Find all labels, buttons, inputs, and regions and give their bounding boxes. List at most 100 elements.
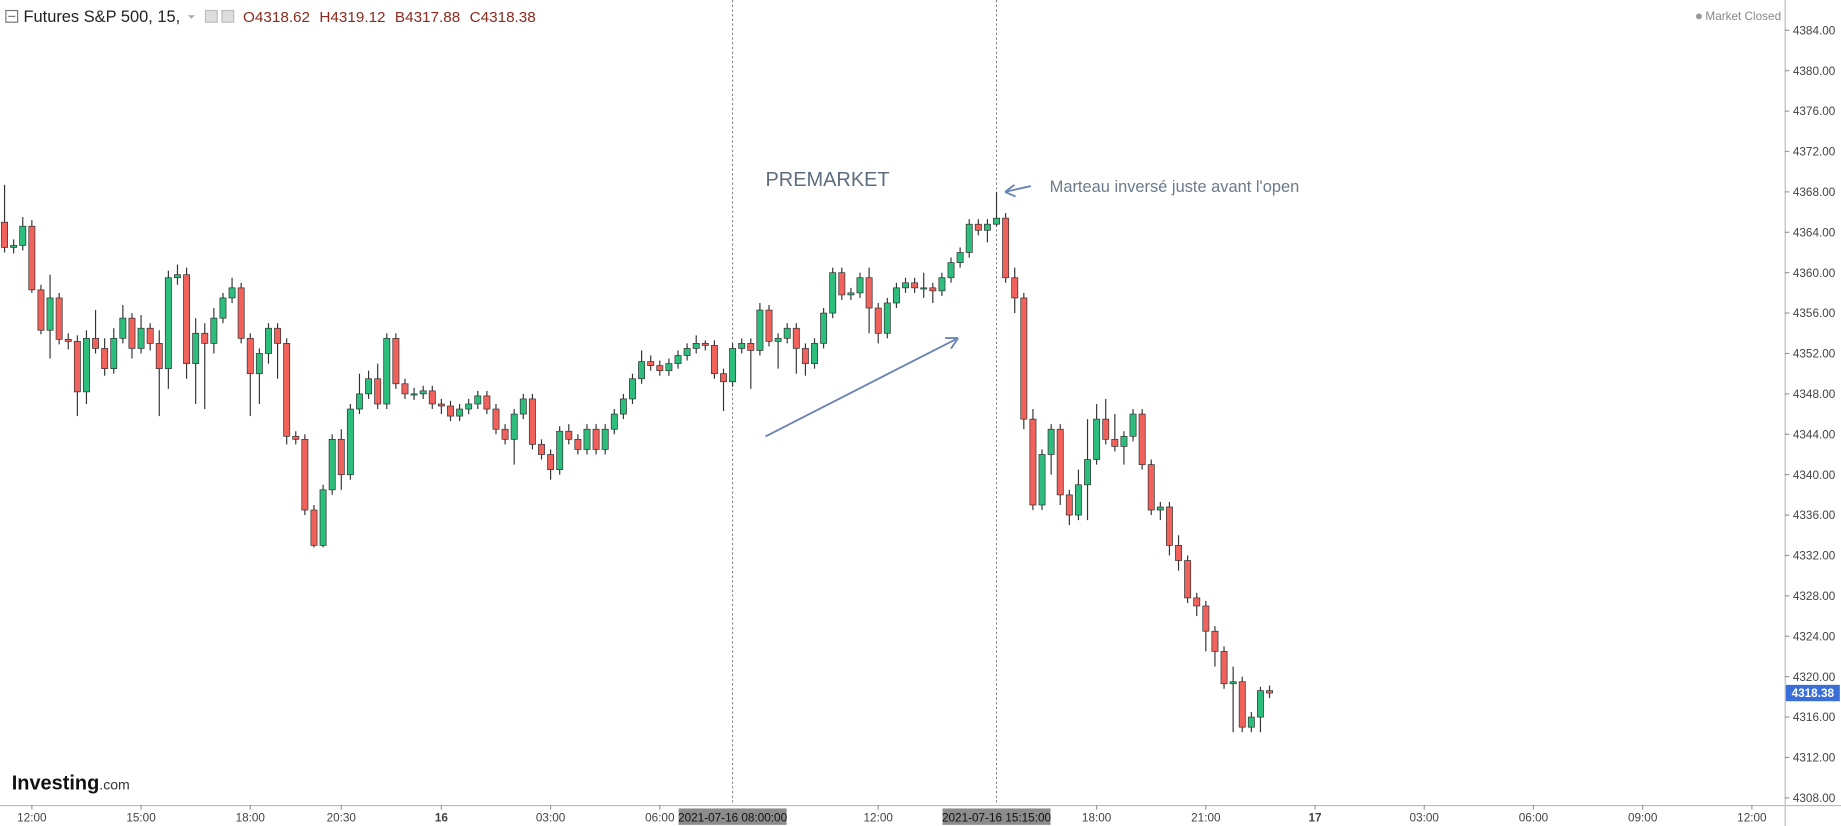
- candle-body: [383, 337, 391, 405]
- candle-body: [738, 343, 746, 349]
- x-tick-label: 20:30: [327, 811, 357, 824]
- candle-body: [1111, 438, 1119, 447]
- y-tick-label: 4316.00: [1793, 711, 1836, 724]
- ohlc-value: 4318.38: [481, 9, 536, 26]
- candle-body: [883, 302, 891, 334]
- candle-body: [974, 223, 982, 231]
- candle-body: [301, 438, 309, 511]
- candle-body: [164, 277, 172, 369]
- logo-name: Investing: [12, 773, 100, 795]
- x-tick-label: 12:00: [1737, 811, 1767, 824]
- ohlc-value: 4319.12: [330, 9, 385, 26]
- y-tick-label: 4368.00: [1793, 186, 1836, 199]
- y-tick-label: 4320.00: [1793, 671, 1836, 684]
- y-tick-label: 4356.00: [1793, 307, 1836, 320]
- candle-body: [283, 343, 291, 437]
- candle-body: [574, 438, 582, 450]
- candle-body: [346, 408, 354, 476]
- candle-body: [1020, 297, 1028, 420]
- candle-body: [1184, 560, 1192, 599]
- candle-body: [1047, 428, 1055, 455]
- candle-body: [674, 355, 682, 364]
- x-tick-label: 12:00: [864, 811, 894, 824]
- annotation-arrow-head: [1004, 184, 1016, 198]
- marker-label-bg: [942, 808, 1051, 825]
- candle-body: [656, 365, 664, 372]
- y-tick-label: 4352.00: [1793, 348, 1836, 361]
- candle-body: [1175, 545, 1182, 561]
- candle-body: [192, 332, 200, 364]
- close-icon[interactable]: [221, 9, 235, 23]
- candle-body: [201, 332, 209, 344]
- candle-body: [1256, 690, 1264, 718]
- y-tick-label: 4380.00: [1793, 65, 1836, 78]
- status-dot: [1695, 13, 1702, 20]
- candle-body: [174, 274, 181, 279]
- candle-body: [692, 343, 700, 349]
- candle-body: [1129, 413, 1137, 437]
- candle-body: [210, 317, 218, 344]
- logo: Investing.com: [12, 773, 130, 795]
- y-tick-label: 4348.00: [1793, 388, 1836, 401]
- candle-body: [365, 378, 373, 395]
- x-tick-label: 15:00: [126, 811, 156, 824]
- candle-body: [1229, 681, 1237, 685]
- candle-body: [228, 287, 236, 299]
- candle-body: [110, 337, 118, 369]
- y-tick-label: 4328.00: [1793, 590, 1836, 603]
- candle-body: [556, 430, 564, 470]
- candle-body: [710, 345, 718, 375]
- candle-body: [601, 428, 609, 450]
- candle-body: [865, 277, 873, 309]
- candle-body: [1120, 435, 1128, 447]
- dropdown-icon[interactable]: [187, 15, 195, 19]
- candle-body: [1247, 716, 1255, 728]
- candle-body: [92, 337, 100, 349]
- ohlc-readout: O4318.62 H4319.12 B4317.88 C4318.38: [243, 9, 536, 26]
- logo-suffix: .com: [99, 777, 130, 793]
- candle-body: [101, 348, 109, 369]
- collapse-icon[interactable]: [5, 9, 19, 23]
- candle-body: [119, 317, 127, 339]
- candle-body: [1211, 630, 1219, 652]
- candle-body: [629, 378, 636, 400]
- x-tick-label: 09:00: [1628, 811, 1658, 824]
- candle-body: [219, 297, 227, 319]
- candle-body: [747, 343, 755, 351]
- candle-body: [1093, 418, 1101, 460]
- candle-body: [1138, 413, 1146, 465]
- candle-body: [929, 287, 937, 292]
- candle-body: [519, 398, 527, 415]
- candle-body: [1002, 217, 1010, 279]
- candle-body: [619, 398, 627, 415]
- y-tick-label: 4336.00: [1793, 509, 1836, 522]
- marker-label: 2021-07-16 15:15:00: [942, 811, 1051, 824]
- candle-body: [183, 274, 191, 364]
- candle-body: [902, 282, 909, 289]
- candle-body: [55, 297, 63, 340]
- candle-body: [37, 289, 45, 331]
- candle-body: [1056, 428, 1064, 496]
- candle-body: [811, 343, 818, 364]
- y-tick-label: 4376.00: [1793, 105, 1836, 118]
- candle-body: [647, 361, 655, 366]
- y-tick-label: 4364.00: [1793, 226, 1836, 239]
- settings-icon[interactable]: [204, 9, 218, 23]
- candle-body: [983, 223, 991, 231]
- candle-body: [993, 217, 1000, 225]
- candle-body: [1011, 277, 1019, 299]
- candle-body: [820, 312, 828, 344]
- x-tick-label: 12:00: [17, 811, 47, 824]
- candle-body: [665, 363, 673, 372]
- candle-body: [374, 378, 382, 405]
- candle-body: [1238, 681, 1246, 728]
- candle-body: [128, 317, 136, 349]
- candle-body: [956, 252, 964, 263]
- candle-body: [83, 337, 90, 393]
- y-tick-label: 4324.00: [1793, 630, 1836, 643]
- candle-body: [237, 287, 245, 339]
- candle-body: [428, 390, 436, 405]
- candle-body: [1202, 605, 1210, 632]
